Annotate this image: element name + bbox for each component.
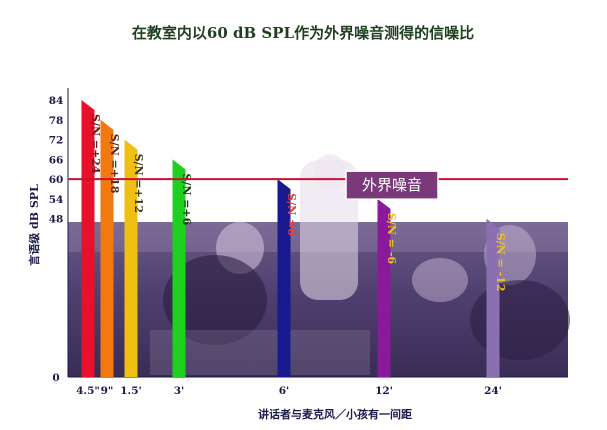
bar-label: S/N =+12 [132, 154, 145, 214]
bar-label: S/N =+6 [180, 173, 193, 225]
x-tick-label: 4.5" [76, 385, 100, 397]
chart-title: 在教室内以60 dB SPL作为外界噪音测得的信噪比 [132, 24, 474, 42]
y-tick-label: 0 [52, 372, 59, 384]
y-tick-label: 60 [49, 174, 64, 186]
bar-label: S/N =+24 [89, 114, 102, 174]
bar [172, 159, 186, 377]
y-axis-ticks: 0 48 54 60 66 72 78 84 [49, 95, 64, 384]
y-tick-label: 78 [49, 115, 64, 127]
x-tick-label: 3' [174, 385, 185, 397]
bar [486, 218, 500, 377]
bar [100, 119, 114, 378]
noise-label: 外界噪音 [362, 176, 422, 194]
y-tick-label: 72 [49, 135, 64, 147]
x-axis-ticks: 4.5" 9" 1.5' 3' 6' 12' 24' [76, 385, 502, 397]
bar-label: S/N =+18 [108, 134, 121, 194]
x-tick-label: 1.5' [120, 385, 141, 397]
y-tick-label: 84 [49, 95, 64, 107]
axes [67, 88, 568, 378]
bars: S/N =+24 S/N =+18 S/N =+12 S/N =+6 S/N =0 S/N… [81, 100, 507, 378]
bar-label: S/N = -12 [494, 233, 507, 292]
x-tick-label: 9" [101, 385, 114, 397]
noise-reference: 外界噪音 [68, 170, 568, 200]
x-tick-label: 24' [484, 385, 502, 397]
bar-label: S/N =0 [285, 193, 298, 236]
y-tick-label: 54 [49, 194, 64, 206]
bar [377, 198, 391, 377]
x-axis-label: 讲话者与麦克风／小孩有一间距 [258, 407, 412, 421]
bar [81, 100, 95, 377]
x-tick-label: 12' [375, 385, 393, 397]
bar-label: S/N = -6 [385, 213, 398, 264]
y-tick-label: 48 [49, 214, 64, 226]
bar [277, 179, 291, 377]
y-tick-label: 66 [49, 154, 64, 166]
y-axis-label: 言语级 dB SPL [27, 184, 41, 266]
x-tick-label: 6' [279, 385, 290, 397]
bar [124, 139, 138, 377]
noise-label-box [345, 170, 439, 200]
